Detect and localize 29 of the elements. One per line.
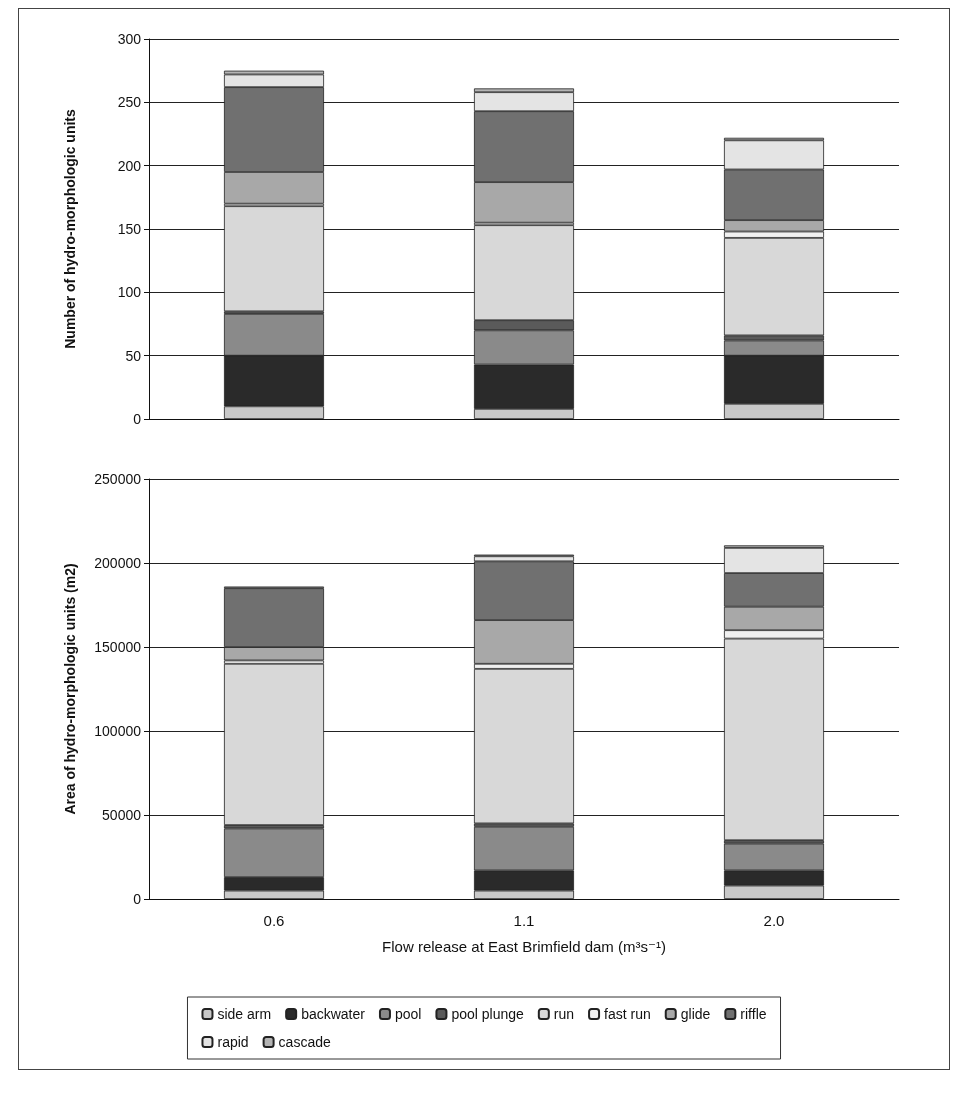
y-tick-label: 0: [133, 891, 142, 907]
y-tick-label: 200000: [94, 555, 142, 571]
y-tick-label: 50000: [102, 807, 142, 823]
legend-label: side arm: [217, 1006, 272, 1022]
y-tick-label: 100000: [94, 723, 142, 739]
y-tick-label: 250: [117, 94, 142, 111]
legend-label: cascade: [278, 1034, 331, 1050]
legend-label: run: [553, 1006, 575, 1022]
legend-label: backwater: [301, 1006, 366, 1022]
legend-label: rapid: [217, 1034, 249, 1050]
y-tick-label: 150: [117, 221, 142, 237]
x-tick-label: 2.0: [763, 912, 785, 929]
y-axis-title: Number of hydro-morphologic units: [62, 109, 78, 349]
x-tick-label: 0.6: [263, 912, 285, 929]
legend-label: fast run: [604, 1006, 651, 1022]
y-tick-label: 0: [133, 411, 142, 427]
x-axis-title: Flow release at East Brimfield dam (m³s⁻¹): [382, 938, 666, 955]
legend-label: pool plunge: [451, 1006, 525, 1022]
x-tick-label: 1.1: [513, 912, 535, 929]
legend-label: pool: [394, 1006, 422, 1022]
legend-label: riffle: [740, 1006, 767, 1022]
legend-label: glide: [680, 1006, 711, 1022]
y-tick-label: 200: [117, 157, 142, 174]
y-tick-label: 300: [117, 31, 142, 47]
y-tick-label: 100: [117, 284, 142, 301]
y-axis-title: Area of hydro-morphologic units (m2): [62, 563, 78, 815]
y-tick-label: 250000: [94, 471, 142, 487]
y-tick-label: 50: [125, 347, 142, 364]
y-tick-label: 150000: [94, 639, 142, 655]
